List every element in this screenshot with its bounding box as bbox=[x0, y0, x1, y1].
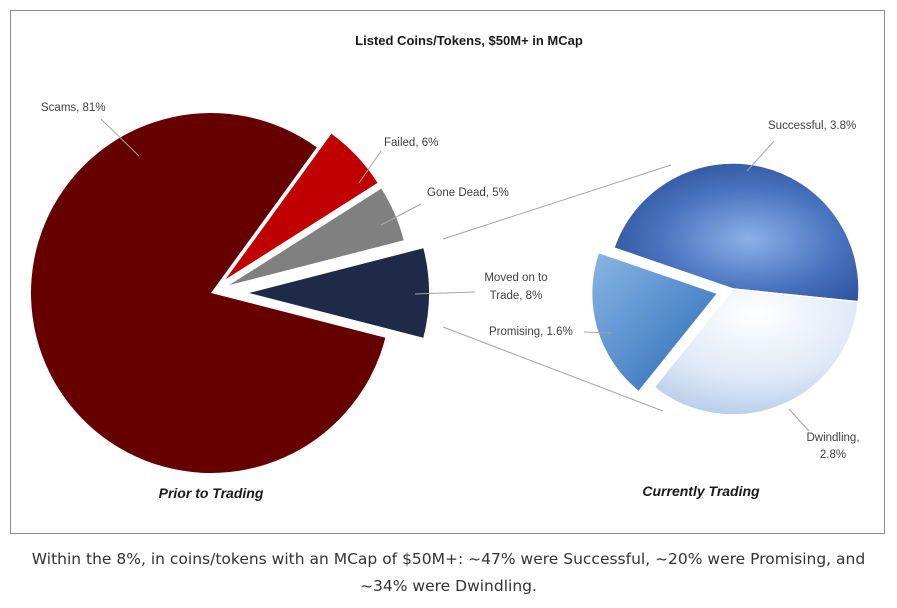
label-dwindling-line2: 2.8% bbox=[820, 449, 846, 461]
leader-line-dwindling bbox=[788, 408, 810, 432]
pie-slice-scams bbox=[30, 112, 386, 473]
connector-line-bottom bbox=[442, 326, 664, 412]
chart-frame: Listed Coins/Tokens, $50M+ in MCap Scams… bbox=[10, 10, 885, 534]
label-failed: Failed, 6% bbox=[384, 137, 438, 149]
main-pie-label: Prior to Trading bbox=[159, 485, 264, 501]
label-promising: Promising, 1.6% bbox=[489, 326, 573, 338]
caption: Within the 8%, in coins/tokens with an M… bbox=[0, 546, 897, 600]
leader-line-scams bbox=[100, 118, 140, 157]
leader-line-moved bbox=[414, 291, 476, 295]
pie-slice-promising bbox=[590, 251, 719, 393]
pie-slice-moved-on-to-trade bbox=[249, 248, 429, 338]
label-scams: Scams, 81% bbox=[41, 102, 106, 114]
leader-line-promising bbox=[583, 331, 612, 334]
pie-of-pie-chart: Listed Coins/Tokens, $50M+ in MCap Scams… bbox=[30, 33, 860, 501]
label-moved-line1: Moved on to bbox=[484, 272, 547, 284]
main-pie bbox=[30, 112, 429, 473]
label-moved-line2: Trade, 8% bbox=[490, 290, 543, 302]
pie-slice-gone-dead bbox=[229, 188, 404, 286]
connector-line-top bbox=[442, 164, 672, 240]
label-gone-dead: Gone Dead, 5% bbox=[427, 187, 509, 199]
leader-line-gone-dead bbox=[380, 203, 422, 226]
pie-slice-successful bbox=[612, 162, 860, 303]
secondary-pie-label: Currently Trading bbox=[642, 483, 760, 499]
chart-title: Listed Coins/Tokens, $50M+ in MCap bbox=[355, 33, 583, 48]
secondary-pie bbox=[590, 162, 860, 416]
pie-slice-failed bbox=[225, 133, 378, 280]
leader-line-failed bbox=[358, 150, 382, 184]
label-successful: Successful, 3.8% bbox=[768, 120, 856, 132]
pie-slice-dwindling bbox=[653, 288, 860, 416]
caption-text: Within the 8%, in coins/tokens with an M… bbox=[31, 550, 866, 595]
leader-line-successful bbox=[746, 140, 775, 172]
label-dwindling-line1: Dwindling, bbox=[806, 432, 859, 444]
